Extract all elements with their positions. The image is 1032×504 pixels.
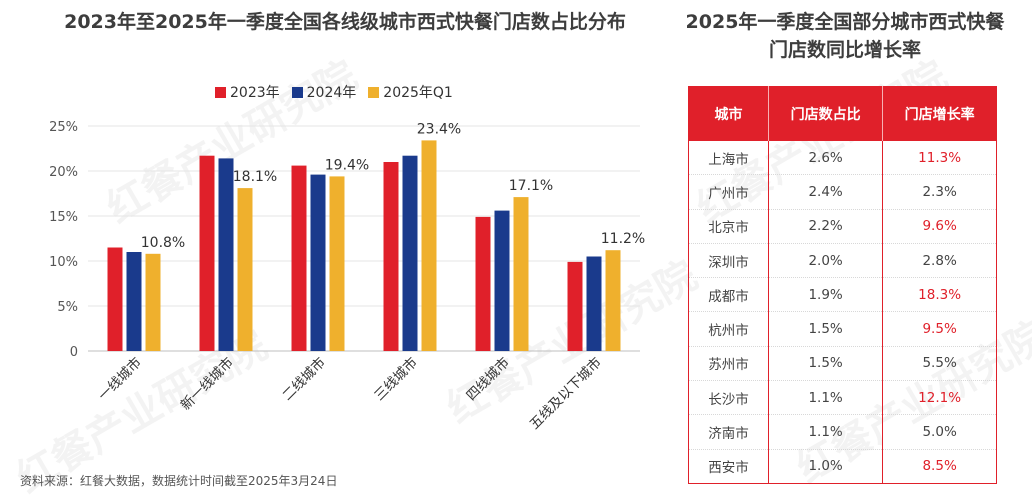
cell-growth: 5.5% [882, 346, 997, 382]
cell-growth: 9.6% [882, 209, 997, 244]
table-row: 上海市 2.6% 11.3% [688, 141, 997, 176]
bar-2024 [494, 210, 510, 351]
cell-city: 深圳市 [688, 243, 769, 279]
table-row: 广州市 2.4% 2.3% [688, 174, 997, 210]
y-tick-label: 0 [70, 345, 78, 360]
y-tick-label: 15% [49, 210, 78, 225]
x-tick-label: 四线城市 [463, 354, 513, 404]
bar-2023 [383, 162, 399, 351]
legend-item-2025q1: 2025年Q1 [368, 82, 453, 102]
header-growth: 门店增长率 [882, 86, 997, 141]
cell-city: 济南市 [688, 414, 769, 450]
bar-2025q1 [145, 253, 161, 351]
bar-2023 [567, 261, 583, 351]
cell-share: 1.0% [768, 449, 884, 484]
cell-city: 西安市 [688, 449, 769, 484]
cell-share: 2.0% [768, 243, 884, 279]
bar-2024 [402, 155, 418, 351]
chart-legend: 2023年 2024年 2025年Q1 [215, 82, 453, 102]
y-tick-label: 10% [49, 255, 78, 270]
table-row: 长沙市 1.1% 12.1% [688, 380, 997, 416]
header-share: 门店数占比 [768, 86, 884, 141]
cell-share: 1.1% [768, 414, 884, 450]
cell-share: 1.1% [768, 380, 884, 416]
cell-share: 2.4% [768, 174, 884, 210]
bar-2025q1 [605, 250, 621, 351]
bar-2023 [107, 247, 123, 351]
bar-2023 [199, 155, 215, 351]
cell-city: 长沙市 [688, 380, 769, 416]
cell-growth: 11.3% [882, 141, 997, 176]
legend-swatch [291, 86, 303, 98]
legend-swatch [368, 86, 380, 98]
x-tick-label: 五线及以下城市 [526, 354, 605, 433]
table-header-row: 城市 门店数占比 门店增长率 [688, 86, 997, 141]
legend-swatch [215, 86, 226, 98]
city-table: 城市 门店数占比 门店增长率 上海市 2.6% 11.3% 广州市 2.4% 2.3% 北京… [688, 86, 997, 484]
bar-2025q1 [513, 197, 529, 351]
data-label: 23.4% [417, 121, 461, 137]
cell-city: 杭州市 [688, 311, 769, 347]
cell-share: 2.2% [768, 209, 884, 244]
bar-2023 [291, 165, 307, 351]
cell-growth: 9.5% [882, 311, 997, 347]
x-tick-label: 二线城市 [279, 354, 329, 404]
y-tick-label: 25% [49, 120, 78, 135]
table-title: 2025年一季度全国部分城市西式快餐门店数同比增长率 [685, 11, 1005, 61]
legend-label: 2025年Q1 [383, 85, 453, 101]
y-tick-label: 20% [49, 165, 78, 180]
data-label: 19.4% [325, 157, 369, 173]
data-label: 18.1% [233, 169, 277, 185]
bar-2024 [126, 252, 142, 351]
bar-2025q1 [329, 176, 345, 351]
table-row: 杭州市 1.5% 9.5% [688, 311, 997, 347]
table-row: 苏州市 1.5% 5.5% [688, 346, 997, 382]
data-label: 17.1% [509, 178, 553, 194]
cell-share: 1.5% [768, 346, 884, 382]
table-row: 北京市 2.2% 9.6% [688, 209, 997, 244]
cell-city: 苏州市 [688, 346, 769, 382]
bar-2025q1 [237, 188, 253, 351]
cell-growth: 2.3% [882, 174, 997, 210]
chart-title: 2023年至2025年一季度全国各线级城市西式快餐门店数占比分布 [64, 11, 626, 33]
table-row: 深圳市 2.0% 2.8% [688, 243, 997, 279]
data-label: 11.2% [601, 231, 645, 247]
bar-2025q1 [421, 140, 437, 351]
cell-growth: 18.3% [882, 277, 997, 313]
cell-growth: 8.5% [922, 458, 957, 475]
bar-2023 [475, 216, 491, 351]
bar-2024 [310, 174, 326, 351]
table-body: 上海市 2.6% 11.3% 广州市 2.4% 2.3% 北京市 2.2% 9.6% 深圳市 2.0… [688, 141, 997, 484]
cell-growth: 12.1% [882, 380, 997, 416]
x-tick-label: 新一线城市 [177, 354, 237, 414]
legend-label: 2024年 [306, 85, 357, 101]
bar-2024 [586, 256, 602, 351]
data-label: 10.8% [141, 235, 185, 251]
table-row: 济南市 1.1% 5.0% [688, 414, 997, 450]
x-tick-label: 一线城市 [95, 354, 145, 404]
table-row: 成都市 1.9% 18.3% [688, 277, 997, 313]
bar-2024 [218, 158, 234, 351]
bar-chart: 0 5% 10% 15% 20% 25% 10.8% 一线城市 18.1% 新一线城市 19.4% 二… [49, 120, 645, 433]
legend-label: 2023年 [230, 85, 280, 101]
cell-share: 1.9% [768, 277, 884, 313]
header-city: 城市 [688, 86, 769, 141]
source-note: 资料来源：红餐大数据，数据统计时间截至2025年3月24日 [20, 474, 338, 488]
cell-growth: 5.0% [882, 414, 997, 450]
cell-share: 2.6% [768, 141, 884, 176]
cell-city: 上海市 [688, 141, 769, 176]
cell-growth: 2.8% [882, 243, 997, 279]
y-tick-label: 5% [57, 300, 78, 315]
legend-item-2023: 2023年 [215, 82, 280, 102]
cell-city: 广州市 [688, 174, 769, 210]
cell-city: 北京市 [688, 209, 769, 244]
x-tick-label: 三线城市 [371, 354, 421, 404]
cell-city: 成都市 [688, 277, 769, 313]
cell-share: 1.5% [768, 311, 884, 347]
table-row: 西安市 1.0% 8.5% [688, 449, 997, 484]
legend-item-2024: 2024年 [291, 82, 357, 102]
